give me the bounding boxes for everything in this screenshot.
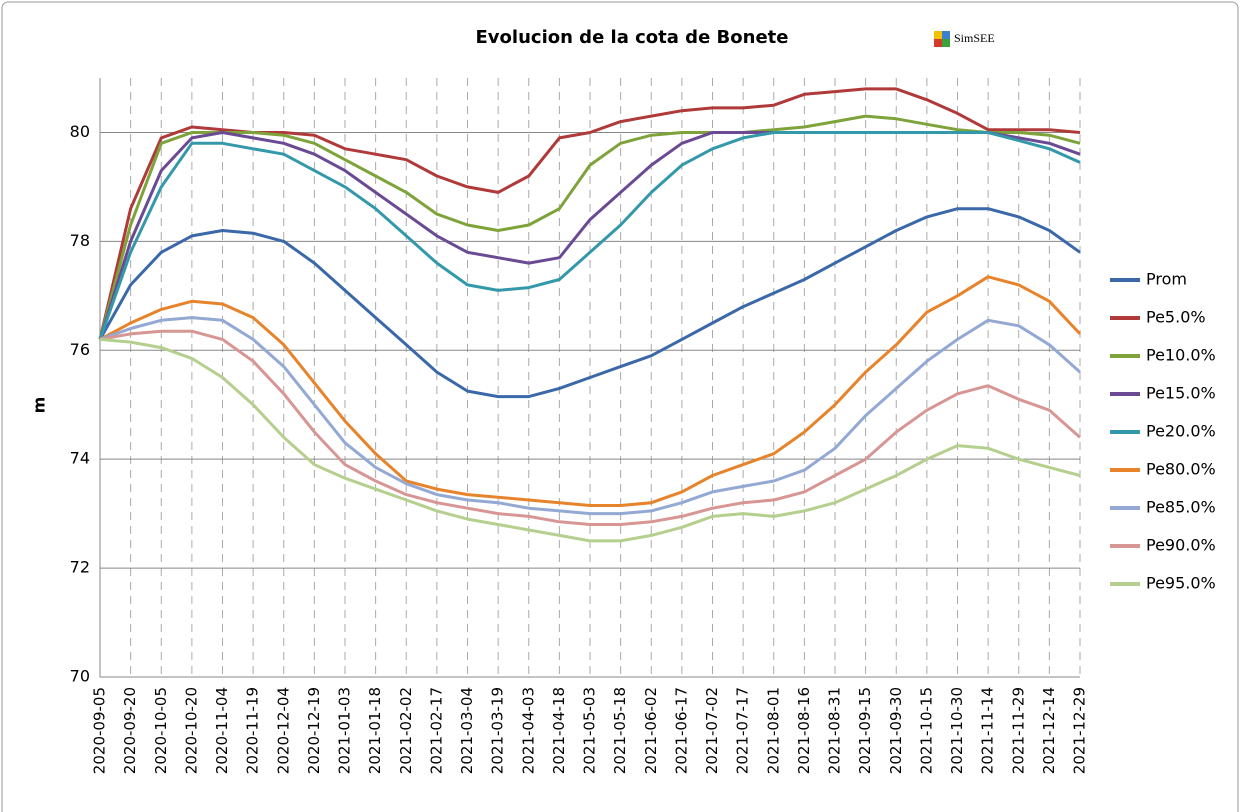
x-tick-label: 2020-10-20 bbox=[182, 687, 200, 774]
series-line bbox=[98, 131, 1081, 340]
x-tick-label: 2020-09-20 bbox=[121, 687, 139, 774]
legend-label: Prom bbox=[1146, 270, 1187, 289]
x-tick-label: 2020-11-04 bbox=[213, 687, 231, 774]
x-tick-label: 2020-12-04 bbox=[274, 687, 292, 774]
y-tick-label: 76 bbox=[70, 340, 90, 359]
y-axis-label: m bbox=[30, 397, 49, 414]
x-tick-label: 2021-05-18 bbox=[611, 687, 629, 774]
legend-label: Pe85.0% bbox=[1146, 498, 1216, 517]
x-tick-label: 2021-01-03 bbox=[336, 687, 354, 774]
x-tick-label: 2021-03-04 bbox=[458, 687, 476, 774]
x-tick-label: 2021-12-29 bbox=[1071, 687, 1089, 774]
y-tick-label: 72 bbox=[70, 558, 90, 577]
legend-label: Pe20.0% bbox=[1146, 422, 1216, 441]
series-line bbox=[98, 114, 1081, 340]
x-tick-label: 2021-06-17 bbox=[672, 687, 690, 774]
series-line bbox=[99, 316, 1081, 516]
logo: SimSEE bbox=[934, 31, 995, 47]
logo-text: SimSEE bbox=[954, 31, 995, 45]
legend-label: Pe10.0% bbox=[1146, 346, 1216, 365]
x-tick-label: 2021-11-29 bbox=[1009, 687, 1027, 774]
x-tick-label: 2021-01-18 bbox=[366, 687, 384, 774]
x-tick-label: 2021-03-19 bbox=[489, 687, 507, 774]
legend-label: Pe15.0% bbox=[1146, 384, 1216, 403]
x-tick-label: 2021-04-03 bbox=[519, 687, 537, 774]
x-tick-label: 2021-12-14 bbox=[1040, 687, 1058, 774]
legend-label: Pe95.0% bbox=[1146, 574, 1216, 593]
x-tick-label: 2021-02-17 bbox=[427, 687, 445, 774]
y-tick-label: 70 bbox=[70, 667, 90, 686]
x-tick-label: 2021-07-17 bbox=[734, 687, 752, 774]
series-line bbox=[99, 275, 1082, 507]
y-tick-label: 80 bbox=[70, 122, 90, 141]
x-tick-label: 2020-12-19 bbox=[305, 687, 323, 774]
x-tick-label: 2021-10-15 bbox=[917, 687, 935, 774]
series-line bbox=[99, 329, 1081, 526]
x-tick-label: 2021-09-15 bbox=[856, 687, 874, 774]
x-tick-label: 2021-11-14 bbox=[979, 687, 997, 774]
x-tick-label: 2021-10-30 bbox=[948, 687, 966, 774]
x-tick-label: 2021-08-01 bbox=[764, 687, 782, 774]
x-tick-label: 2020-10-05 bbox=[152, 687, 170, 774]
x-tick-label: 2020-09-05 bbox=[91, 687, 109, 774]
y-tick-label: 74 bbox=[70, 449, 90, 468]
chart-title: Evolucion de la cota de Bonete bbox=[476, 27, 789, 48]
series-line bbox=[98, 207, 1081, 399]
x-tick-label: 2021-07-02 bbox=[703, 687, 721, 774]
legend-label: Pe80.0% bbox=[1146, 460, 1216, 479]
x-tick-label: 2021-05-03 bbox=[581, 687, 599, 774]
x-tick-label: 2021-06-02 bbox=[642, 687, 660, 774]
x-tick-label: 2021-08-31 bbox=[826, 687, 844, 774]
x-tick-label: 2021-09-30 bbox=[887, 687, 905, 774]
x-tick-label: 2020-11-19 bbox=[244, 687, 262, 774]
legend-label: Pe90.0% bbox=[1146, 536, 1216, 555]
legend-label: Pe5.0% bbox=[1146, 308, 1206, 327]
x-tick-label: 2021-02-02 bbox=[397, 687, 415, 774]
y-tick-label: 78 bbox=[70, 231, 90, 250]
x-tick-label: 2021-08-16 bbox=[795, 687, 813, 774]
series-line bbox=[99, 337, 1081, 543]
x-tick-label: 2021-04-18 bbox=[550, 687, 568, 774]
